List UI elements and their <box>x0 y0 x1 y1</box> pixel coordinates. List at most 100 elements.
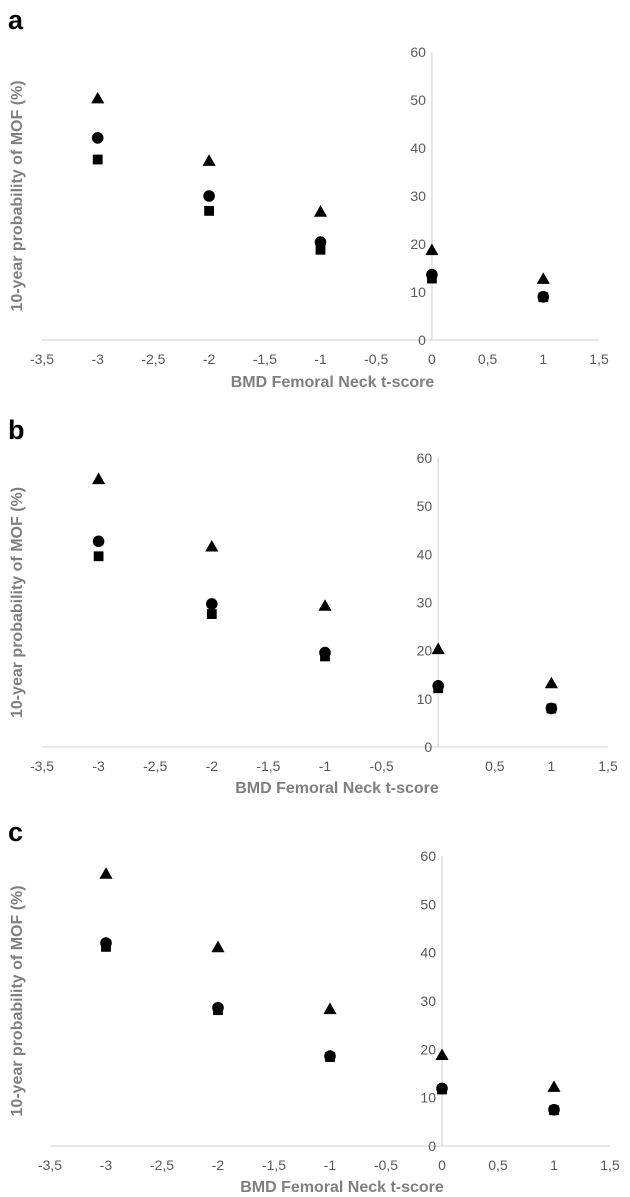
circle-marker <box>548 1103 560 1116</box>
x-tick-label: -1,5 <box>253 351 277 367</box>
circle-marker <box>537 291 550 303</box>
triangle-marker <box>425 243 439 256</box>
y-tick-label: 30 <box>420 993 436 1009</box>
triangle-marker <box>318 599 332 611</box>
x-tick-label: -2 <box>212 1157 225 1173</box>
x-tick-label: 0,5 <box>478 351 498 367</box>
x-axis-title: BMD Femoral Neck t-score <box>235 780 439 797</box>
x-tick-label: 1 <box>548 758 556 774</box>
triangle-marker <box>202 154 216 166</box>
x-tick-label: 1,5 <box>600 1157 620 1173</box>
x-tick-label: -2 <box>206 758 219 774</box>
y-tick-label: 0 <box>428 1138 436 1154</box>
chart-panel-b: b 0 10 20 30 40 50 60 -3,5 -3 -2,5 -2 -1,5 -1 -0,5 0,5 1… <box>8 415 618 797</box>
triangle-marker <box>536 272 550 284</box>
x-tick-label: 1 <box>539 351 547 367</box>
x-tick-label: -2,5 <box>141 351 165 367</box>
x-tick-label: 0,5 <box>485 758 505 774</box>
y-axis-title: 10-year probability of MOF (%) <box>9 487 26 718</box>
x-tick-label: 0,5 <box>488 1157 508 1173</box>
y-tick-label: 0 <box>418 332 426 348</box>
circle-marker <box>314 236 327 248</box>
chart-panel-a: a 0 10 20 30 40 50 60 -3,5 -3 -2,5 -2 -1,5 -1 -0,5 0 0,5… <box>8 5 609 391</box>
x-tick-label: -2,5 <box>150 1157 174 1173</box>
y-tick-label: 60 <box>417 450 433 466</box>
y-tick-label: 60 <box>410 44 426 60</box>
y-tick-label: 20 <box>420 1041 436 1057</box>
x-tick-label: 0 <box>438 1157 446 1173</box>
x-tick-label: -1 <box>324 1157 337 1173</box>
x-axis-title: BMD Femoral Neck t-score <box>240 1179 444 1196</box>
circle-marker <box>100 937 112 949</box>
triangle-marker <box>92 472 106 485</box>
circle-marker <box>206 598 218 610</box>
chart-panel-c: c 0 10 20 30 40 50 60 -3,5 -3 -2,5 -2 -1,5 -1 -0,5 0 0,5… <box>8 817 620 1196</box>
x-tick-label: -2,5 <box>143 758 167 774</box>
circle-marker <box>92 535 105 548</box>
y-tick-label: 40 <box>417 546 433 562</box>
x-tick-label: -3,5 <box>38 1157 62 1173</box>
triangle-marker <box>431 642 445 655</box>
y-tick-label: 10 <box>420 1090 436 1106</box>
circle-marker <box>432 680 445 692</box>
x-tick-label: -1,5 <box>256 758 280 774</box>
x-tick-label: -3 <box>91 351 104 367</box>
x-tick-label: -3,5 <box>30 351 54 367</box>
square-marker <box>93 551 104 562</box>
y-tick-label: 40 <box>410 140 426 156</box>
y-tick-label: 0 <box>424 739 432 755</box>
y-tick-label: 50 <box>417 498 433 514</box>
triangle-marker <box>544 676 558 689</box>
triangle-marker <box>547 1080 561 1092</box>
circle-marker <box>426 268 438 281</box>
circle-marker <box>212 1001 224 1014</box>
x-tick-label: -2 <box>203 351 216 367</box>
y-tick-label: 30 <box>417 595 433 611</box>
triangle-marker <box>323 1002 337 1015</box>
circle-marker <box>545 702 558 715</box>
x-tick-label: 1 <box>550 1157 558 1173</box>
square-marker <box>92 154 103 165</box>
x-tick-label: -0,5 <box>364 351 388 367</box>
panel-letter: b <box>8 415 25 445</box>
x-tick-label: -3,5 <box>30 758 54 774</box>
triangle-marker <box>313 205 328 217</box>
triangle-marker <box>205 539 219 552</box>
triangle-marker <box>435 1048 449 1061</box>
y-tick-label: 20 <box>417 643 433 659</box>
y-tick-label: 60 <box>420 848 436 864</box>
x-tick-label: -3 <box>100 1157 113 1173</box>
circle-marker <box>91 132 104 144</box>
y-tick-label: 20 <box>410 236 426 252</box>
triangle-marker <box>211 940 225 953</box>
panel-letter: c <box>8 817 23 847</box>
y-axis-title: 10-year probability of MOF (%) <box>9 80 26 311</box>
x-tick-label: 0 <box>428 351 436 367</box>
x-tick-label: -0,5 <box>370 758 394 774</box>
y-tick-label: 30 <box>410 188 426 204</box>
panel-letter: a <box>8 5 24 35</box>
y-tick-label: 10 <box>410 284 426 300</box>
circle-marker <box>436 1082 448 1095</box>
circle-marker <box>324 1050 336 1062</box>
circle-marker <box>203 190 215 202</box>
x-tick-label: -1 <box>319 758 332 774</box>
square-marker <box>315 244 326 255</box>
y-tick-label: 50 <box>420 896 436 912</box>
circle-marker <box>319 646 331 659</box>
square-marker <box>206 609 217 619</box>
x-tick-label: 1,5 <box>598 758 618 774</box>
x-tick-label: -3 <box>92 758 105 774</box>
triangle-marker <box>91 91 105 104</box>
x-tick-label: 1,5 <box>589 351 609 367</box>
y-tick-label: 50 <box>410 92 426 108</box>
x-tick-label: -1 <box>314 351 327 367</box>
x-tick-label: -1,5 <box>262 1157 286 1173</box>
x-axis-title: BMD Femoral Neck t-score <box>231 374 435 391</box>
square-marker <box>204 205 214 216</box>
x-tick-label: -0,5 <box>374 1157 398 1173</box>
y-tick-label: 10 <box>417 691 433 707</box>
triangle-marker <box>99 867 113 879</box>
y-tick-label: 40 <box>420 945 436 961</box>
